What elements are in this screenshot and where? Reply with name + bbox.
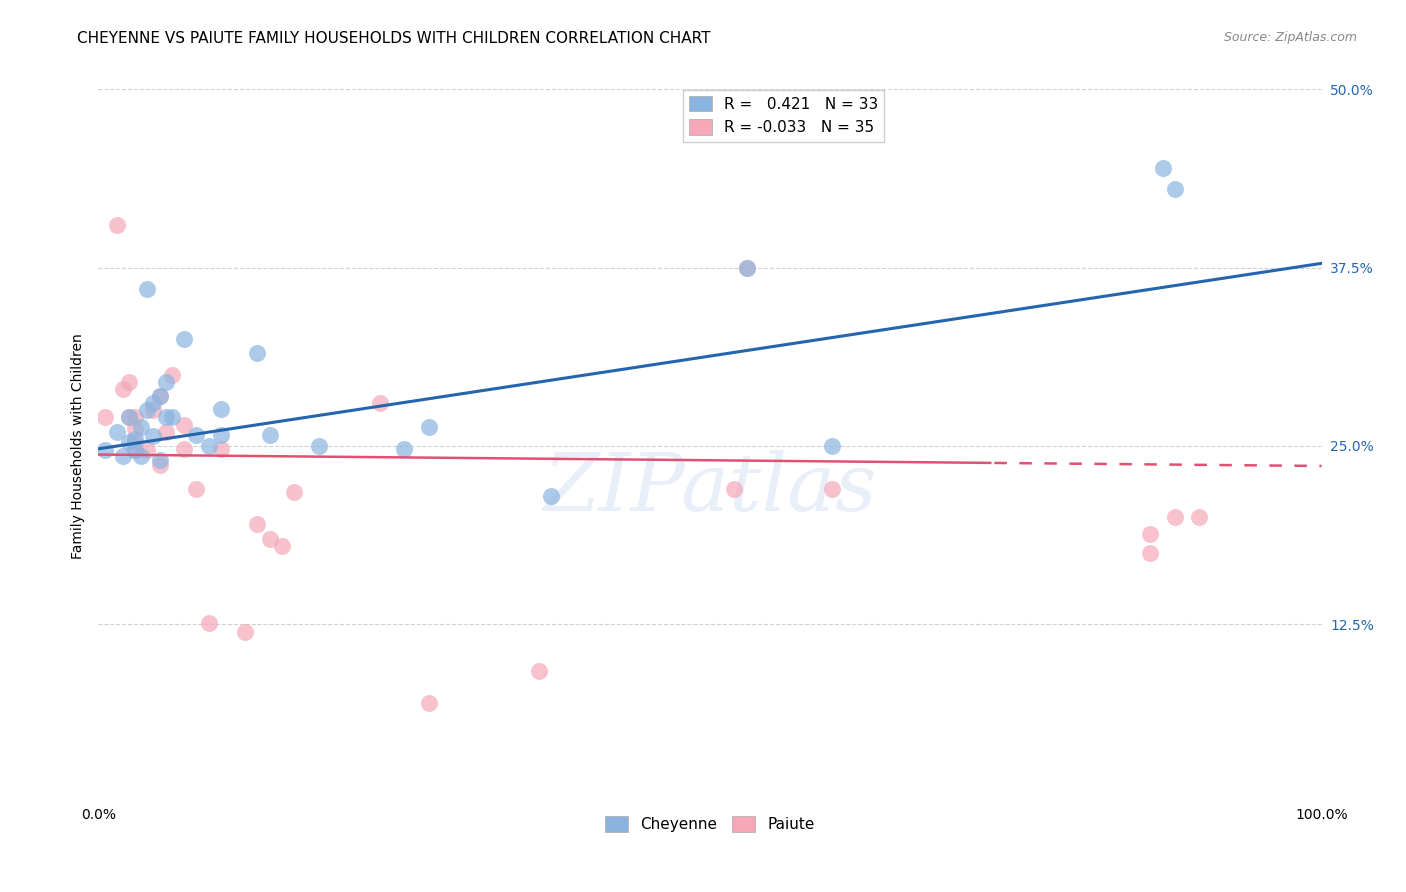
- Point: [155, 375, 177, 389]
- Point: [124, 443, 146, 458]
- Point: [259, 532, 281, 546]
- Point: [540, 489, 562, 503]
- Point: [124, 410, 146, 425]
- Point: [186, 482, 208, 496]
- Point: [418, 420, 440, 434]
- Point: [209, 442, 232, 456]
- Point: [149, 389, 172, 403]
- Point: [124, 434, 146, 449]
- Point: [197, 615, 219, 630]
- Point: [155, 425, 177, 439]
- Point: [1188, 510, 1211, 524]
- Point: [173, 332, 195, 346]
- Point: [93, 443, 115, 458]
- Point: [821, 439, 844, 453]
- Point: [246, 346, 269, 360]
- Point: [1152, 161, 1174, 175]
- Point: [118, 375, 141, 389]
- Point: [735, 260, 758, 275]
- Point: [368, 396, 391, 410]
- Point: [129, 449, 152, 463]
- Point: [270, 539, 294, 553]
- Point: [283, 484, 305, 499]
- Point: [173, 442, 195, 456]
- Text: CHEYENNE VS PAIUTE FAMILY HOUSEHOLDS WITH CHILDREN CORRELATION CHART: CHEYENNE VS PAIUTE FAMILY HOUSEHOLDS WIT…: [77, 31, 711, 46]
- Point: [209, 427, 232, 442]
- Point: [111, 449, 134, 463]
- Point: [142, 403, 165, 417]
- Point: [149, 458, 172, 472]
- Point: [197, 439, 219, 453]
- Point: [1164, 510, 1187, 524]
- Point: [129, 420, 152, 434]
- Point: [93, 410, 115, 425]
- Text: Source: ZipAtlas.com: Source: ZipAtlas.com: [1223, 31, 1357, 45]
- Point: [111, 382, 134, 396]
- Legend: Cheyenne, Paiute: Cheyenne, Paiute: [599, 810, 821, 838]
- Point: [118, 410, 141, 425]
- Point: [124, 443, 146, 458]
- Point: [723, 482, 745, 496]
- Point: [136, 443, 159, 458]
- Point: [392, 442, 416, 456]
- Point: [136, 403, 159, 417]
- Point: [186, 427, 208, 442]
- Point: [259, 427, 281, 442]
- Point: [142, 429, 165, 443]
- Point: [233, 624, 256, 639]
- Y-axis label: Family Households with Children: Family Households with Children: [72, 333, 86, 559]
- Point: [160, 368, 183, 382]
- Point: [821, 482, 844, 496]
- Point: [209, 401, 232, 416]
- Point: [527, 665, 550, 679]
- Text: ZIPatlas: ZIPatlas: [543, 450, 877, 527]
- Point: [149, 389, 172, 403]
- Point: [105, 218, 128, 232]
- Point: [246, 517, 269, 532]
- Point: [1164, 182, 1187, 196]
- Point: [136, 282, 159, 296]
- Point: [155, 410, 177, 425]
- Point: [1139, 546, 1161, 560]
- Point: [418, 696, 440, 710]
- Point: [124, 432, 146, 446]
- Point: [118, 434, 141, 449]
- Point: [124, 422, 146, 436]
- Point: [173, 417, 195, 432]
- Point: [160, 410, 183, 425]
- Point: [118, 410, 141, 425]
- Point: [142, 396, 165, 410]
- Point: [105, 425, 128, 439]
- Point: [308, 439, 330, 453]
- Point: [1139, 527, 1161, 541]
- Point: [735, 260, 758, 275]
- Point: [149, 453, 172, 467]
